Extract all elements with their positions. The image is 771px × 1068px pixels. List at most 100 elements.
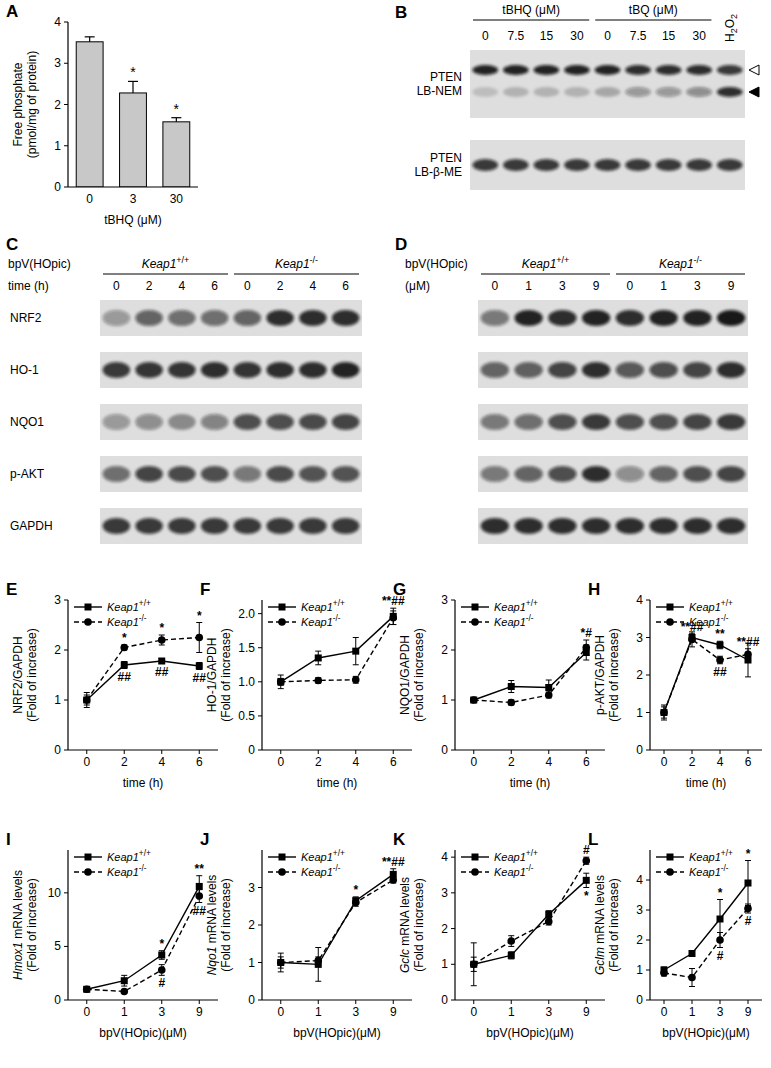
panel-label: I [6,830,11,849]
band [503,159,529,171]
series-line [664,638,748,713]
significance: # [745,914,752,928]
band [135,466,163,482]
band [168,310,196,326]
y-tick [64,650,68,651]
marker [83,697,90,704]
marker [389,876,397,884]
marker [277,959,284,966]
y-tick-label: 3 [248,881,255,895]
band [481,518,509,534]
y-axis-label: p-AKT/GAPDH [593,635,607,715]
y-tick-label: 0 [636,993,643,1007]
lane-label: 2 [146,279,153,293]
marker [314,677,322,685]
band [481,414,509,430]
y-tick-label: 4 [441,850,448,864]
x-tick-label: 0 [277,1005,284,1019]
error-bar [196,623,202,653]
blot-membrane [478,300,748,336]
band [548,466,576,482]
plot-data [470,640,590,706]
y-tick-label: 2 [636,933,643,947]
group-label: Keap1+/+ [142,255,190,271]
error-cap [84,705,90,706]
y-axis-label: (Fold of increase) [607,878,621,971]
row-label: LB-β-ME [414,165,462,179]
significance: * [584,889,589,903]
legend-label: Keap1-/- [107,864,147,878]
x-tick-label: 0 [470,1005,477,1019]
error-cap [121,986,127,987]
marker [507,937,515,945]
error-cap [745,676,751,677]
marker [470,961,477,968]
lane-label: 0 [244,279,251,293]
x-axis-label: bpV(HOpic)(μM) [662,1026,750,1040]
group-line [616,274,745,275]
y-tick-label: 2 [54,98,61,112]
marker [545,918,553,926]
band [616,518,644,534]
x-tick [720,750,721,754]
plot-data [83,876,203,996]
error-cap [689,986,695,987]
y-tick-label: 2 [441,643,448,657]
marker [716,936,724,944]
band [564,87,590,97]
error-bar [159,635,165,645]
y-axis [454,600,455,750]
blot-panel: BtBHQ (μM)tBQ (μM)07.5153007.51530H2O2PT… [395,3,759,190]
marker [744,651,752,659]
bar [120,93,147,187]
series-line [87,661,200,700]
error-cap [661,718,667,719]
band [582,310,610,326]
x-axis [650,749,762,750]
x-tick-label: 6 [390,755,397,769]
x-tick-label: 3 [352,1005,359,1019]
lane-label: 6 [342,279,349,293]
y-tick-label: 0 [54,993,61,1007]
band [564,159,590,171]
x-tick-label: 2 [508,755,515,769]
marker [582,857,590,865]
significance: *# [581,626,593,640]
y-tick [258,925,262,926]
error-cap [471,957,477,958]
marker [744,905,752,913]
band [686,159,712,171]
y-axis [67,600,68,750]
band [717,362,745,378]
x-tick-label: 0 [83,755,90,769]
error-cap [508,946,514,947]
y-tick-label: 2 [636,668,643,682]
y-tick [258,613,262,614]
marker [352,899,360,907]
error-cap [661,705,667,706]
x-tick-label: 0 [470,755,477,769]
band [266,310,294,326]
error-bar [508,936,514,947]
error-bar [121,975,127,986]
row-label: PTEN [430,151,462,165]
y-tick-label: 4 [54,15,61,29]
y-axis-label: (Fold of increase) [412,628,426,721]
legend-label: Keap1+/+ [689,849,733,863]
y-tick [64,63,68,64]
lane-label: 6 [211,279,218,293]
x-tick-label: 4 [158,755,165,769]
band [503,65,529,75]
lane-label: 7.5 [630,29,647,43]
group-label: Keap1-/- [275,255,318,271]
error-cap [278,968,284,969]
lane-label: 4 [179,279,186,293]
marker [196,663,203,670]
blot-panel: CbpV(HOpic)time (h)Keap1+/+Keap1-/-02460… [6,235,362,544]
y-tick [646,675,650,676]
y-tick-label: 2.0 [238,607,255,621]
y-tick [646,637,650,638]
series-line [281,616,394,681]
blot-membrane [100,456,362,492]
x-tick-label: 0 [83,1005,90,1019]
